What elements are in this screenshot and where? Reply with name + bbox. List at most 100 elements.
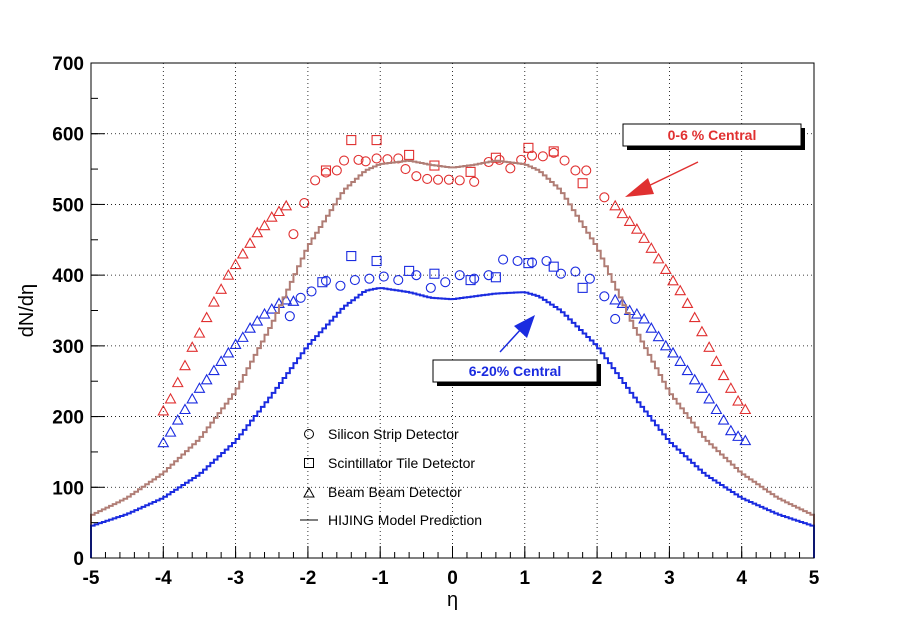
data-point-triangle: [186, 341, 199, 352]
data-point-triangle: [645, 322, 658, 333]
x-tick-label: -2: [299, 568, 316, 589]
series-step-6-20: [90, 287, 815, 558]
data-point-triangle: [674, 355, 687, 366]
data-point-circle: [440, 277, 451, 288]
data-point-circle: [526, 150, 538, 161]
data-point-circle: [335, 280, 346, 291]
data-point-circle: [570, 165, 581, 176]
data-point-circle: [483, 270, 494, 281]
series-triangle-0-6: [157, 199, 752, 416]
data-point-circle: [284, 311, 295, 322]
data-point-circle: [422, 173, 433, 185]
data-point-triangle: [681, 364, 694, 376]
data-point-circle: [338, 155, 350, 166]
legend-square-marker: [304, 458, 314, 468]
data-point-triangle: [710, 355, 723, 366]
legend-label-beam: Beam Beam Detector: [328, 484, 462, 500]
data-point-triangle: [645, 242, 658, 253]
data-point-square: [404, 149, 415, 160]
data-point-circle: [310, 175, 321, 186]
data-point-square: [465, 275, 476, 286]
data-point-square: [465, 166, 476, 177]
data-point-triangle: [703, 341, 716, 352]
annotation-0-6-box: [622, 123, 802, 147]
data-point-triangle: [244, 237, 256, 248]
annotation-0-6-label: 0-6 % Central: [668, 127, 757, 143]
data-point-circle: [306, 286, 317, 297]
data-point-triangle: [638, 232, 651, 243]
y-tick-label: 400: [52, 266, 84, 287]
data-point-triangle: [652, 252, 665, 264]
annotation-6-20-central: 6-20% Central: [432, 315, 601, 386]
data-point-circle: [505, 163, 516, 174]
data-point-circle: [454, 270, 465, 281]
data-point-triangle: [179, 403, 191, 415]
data-point-triangle: [280, 293, 293, 305]
data-point-triangle: [667, 346, 679, 358]
data-point-square: [346, 135, 357, 146]
data-point-triangle: [215, 283, 228, 294]
y-tick-label: 500: [52, 195, 84, 216]
x-tick-label: 1: [520, 568, 531, 589]
data-point-triangle: [200, 373, 213, 385]
x-tick-label: 2: [592, 568, 603, 589]
data-point-circle: [526, 257, 538, 268]
data-point-circle: [288, 229, 299, 240]
data-point-triangle: [609, 293, 622, 305]
data-point-triangle: [681, 297, 694, 308]
x-tick-label: -5: [83, 568, 100, 589]
data-point-circle: [364, 273, 375, 284]
data-point-triangle: [710, 403, 723, 415]
tick-labels: -5 -4 -3 -2 -1 0 1 2 3 4 5 0 100 200 300 400 500 600 700: [52, 54, 819, 589]
x-tick-label: -4: [155, 568, 172, 589]
data-point-circle: [454, 175, 465, 186]
data-point-circle: [349, 275, 360, 286]
data-point-circle: [559, 155, 570, 166]
data-point-square: [320, 165, 332, 176]
data-point-triangle: [616, 207, 629, 219]
y-tick-label: 0: [73, 549, 84, 570]
data-point-square: [523, 258, 534, 269]
data-point-circle: [498, 254, 509, 265]
legend: Silicon Strip Detector Scintillator Tile…: [300, 426, 482, 528]
data-point-circle: [320, 275, 332, 286]
y-axis-label: dN/dη: [16, 284, 38, 337]
data-point-triangle: [732, 430, 745, 441]
data-point-triangle: [215, 355, 228, 366]
x-tick-label: 5: [809, 568, 820, 589]
data-point-square: [346, 251, 357, 262]
data-point-circle: [512, 255, 523, 267]
data-point-square: [490, 272, 501, 283]
data-point-triangle: [251, 226, 264, 238]
data-point-triangle: [616, 297, 629, 308]
data-point-square: [577, 282, 588, 293]
x-tick-label: -3: [227, 568, 244, 589]
data-point-circle: [584, 273, 595, 284]
series-square-6-20: [317, 251, 588, 293]
hijing-step-line: [90, 159, 815, 558]
data-point-triangle: [171, 376, 184, 388]
data-point-triangle: [630, 307, 643, 319]
data-point-triangle: [280, 199, 293, 211]
data-point-circle: [378, 271, 389, 282]
data-point-triangle: [659, 263, 672, 275]
data-point-triangle: [739, 403, 752, 415]
data-point-triangle: [688, 311, 701, 323]
data-point-circle: [555, 268, 567, 279]
y-tick-label: 100: [52, 478, 84, 499]
data-point-triangle: [703, 392, 716, 404]
data-point-circle: [599, 291, 610, 302]
data-point-triangle: [236, 331, 249, 342]
data-point-triangle: [674, 284, 687, 296]
data-point-triangle: [164, 392, 177, 404]
data-point-triangle: [287, 295, 300, 306]
data-point-triangle: [164, 425, 177, 437]
annotation-0-6-arrow-head: [625, 178, 654, 197]
data-point-triangle: [157, 404, 170, 416]
series-circle-6-20: [284, 254, 621, 325]
data-point-triangle: [251, 314, 264, 326]
data-point-triangle: [265, 211, 278, 222]
series-circle-0-6: [288, 147, 610, 240]
data-point-circle: [411, 171, 422, 182]
